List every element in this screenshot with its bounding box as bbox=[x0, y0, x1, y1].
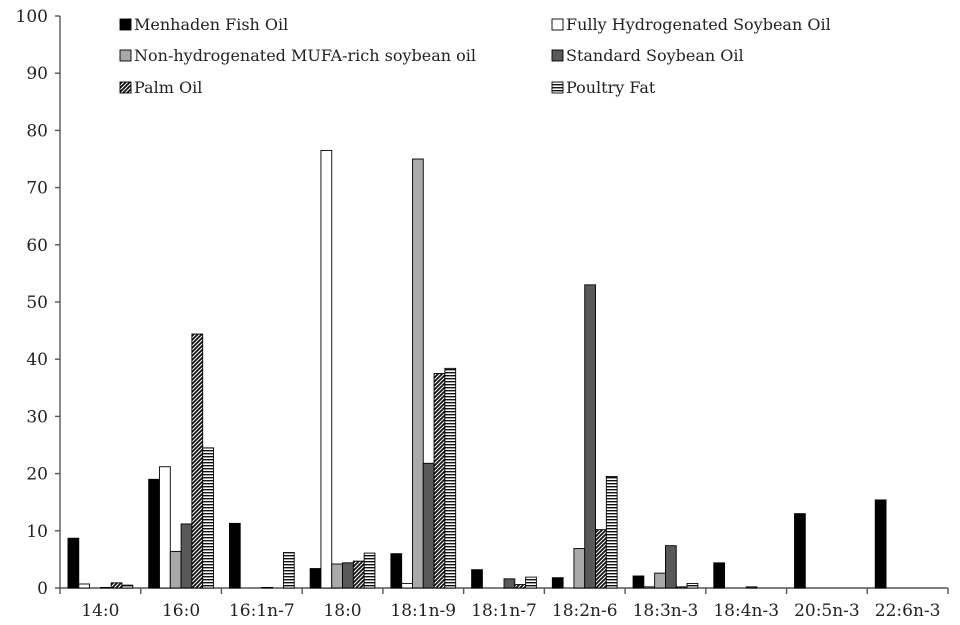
bar-poultry-fat-14-0 bbox=[121, 584, 134, 589]
legend-label-fully-hydrogenated-soybean-oil: Fully Hydrogenated Soybean Oil bbox=[566, 15, 831, 34]
bar-menhaden-fish-oil-18-1n-7 bbox=[471, 569, 483, 589]
x-tick-label: 16:0 bbox=[162, 601, 200, 621]
bar-poultry-fat-18-1n-9 bbox=[444, 367, 457, 589]
legend-swatch-menhaden-fish-oil bbox=[119, 18, 132, 31]
bar-menhaden-fish-oil-18-4n-3 bbox=[713, 562, 726, 589]
bar-non-hydrogenated-mufa-rich-soybean-oil-18-2n-6 bbox=[573, 548, 586, 589]
legend-label-non-hydrogenated-mufa-rich-soybean-oil: Non-hydrogenated MUFA-rich soybean oil bbox=[134, 46, 476, 65]
x-tick-label: 20:5n-3 bbox=[794, 601, 860, 621]
x-tick-label: 14:0 bbox=[81, 601, 119, 621]
bar-standard-soybean-oil-16-0 bbox=[180, 523, 193, 589]
y-tick-label: 50 bbox=[26, 293, 48, 313]
bar-menhaden-fish-oil-18-2n-6 bbox=[551, 577, 564, 589]
bar-standard-soybean-oil-14-0 bbox=[99, 586, 112, 589]
y-tick-label: 80 bbox=[26, 121, 48, 141]
y-tick-label: 100 bbox=[16, 7, 48, 27]
bar-palm-oil-14-0 bbox=[110, 582, 123, 589]
x-tick-label: 22:6n-3 bbox=[875, 601, 941, 621]
bar-standard-soybean-oil-18-3n-3 bbox=[665, 545, 677, 589]
bar-non-hydrogenated-mufa-rich-soybean-oil-18-3n-3 bbox=[654, 572, 666, 589]
y-tick-label: 90 bbox=[26, 64, 48, 84]
bar-palm-oil-18-3n-3 bbox=[675, 586, 688, 589]
bar-poultry-fat-18-1n-7 bbox=[525, 576, 537, 589]
bar-palm-oil-18-2n-6 bbox=[595, 529, 607, 589]
bar-poultry-fat-18-0 bbox=[363, 552, 376, 589]
bar-menhaden-fish-oil-18-1n-9 bbox=[390, 553, 403, 589]
bar-poultry-fat-16-0 bbox=[202, 447, 214, 589]
x-tick-label: 18:2n-6 bbox=[552, 601, 618, 621]
legend-label-menhaden-fish-oil: Menhaden Fish Oil bbox=[134, 15, 288, 34]
y-tick-label: 0 bbox=[37, 579, 48, 599]
bar-menhaden-fish-oil-16-1n-7 bbox=[228, 522, 241, 589]
bar-menhaden-fish-oil-16-0 bbox=[148, 478, 160, 589]
legend-label-poultry-fat: Poultry Fat bbox=[566, 78, 656, 97]
y-tick-label: 20 bbox=[26, 465, 48, 485]
legend: Menhaden Fish Oil Fully Hydrogenated Soyb… bbox=[119, 15, 831, 97]
bar-standard-soybean-oil-18-1n-7 bbox=[503, 578, 516, 589]
legend-label-standard-soybean-oil: Standard Soybean Oil bbox=[566, 46, 744, 65]
axes: 0 10 20 30 40 50 60 70 80 90 100 14:0 16:0 16:1n-7 18:… bbox=[16, 7, 949, 621]
y-tick-label: 60 bbox=[26, 236, 48, 256]
x-tick-label: 18:0 bbox=[323, 601, 361, 621]
y-tick-label: 10 bbox=[26, 522, 48, 542]
legend-swatch-standard-soybean-oil bbox=[551, 49, 564, 62]
bar-menhaden-fish-oil-18-0 bbox=[309, 568, 322, 589]
bar-palm-oil-18-1n-7 bbox=[514, 584, 527, 589]
bar-non-hydrogenated-mufa-rich-soybean-oil-18-1n-9 bbox=[412, 158, 424, 589]
bar-non-hydrogenated-mufa-rich-soybean-oil-18-0 bbox=[331, 563, 343, 589]
legend-label-palm-oil: Palm Oil bbox=[134, 78, 202, 97]
x-tick-label: 18:4n-3 bbox=[713, 601, 779, 621]
x-tick-label: 18:1n-9 bbox=[390, 601, 456, 621]
bar-menhaden-fish-oil-20-5n-3 bbox=[794, 513, 806, 589]
y-tick-label: 70 bbox=[26, 179, 48, 199]
bar-non-hydrogenated-mufa-rich-soybean-oil-16-0 bbox=[169, 550, 182, 589]
bar-poultry-fat-16-1n-7 bbox=[282, 552, 295, 589]
bar-fully-hydrogenated-soybean-oil-16-0 bbox=[159, 466, 171, 589]
bar-palm-oil-18-0 bbox=[352, 560, 365, 589]
legend-swatch-palm-oil bbox=[119, 81, 132, 94]
bar-standard-soybean-oil-18-1n-9 bbox=[422, 462, 435, 589]
legend-swatch-non-hydrogenated-mufa-rich-soybean-oil bbox=[119, 49, 132, 62]
bar-fully-hydrogenated-soybean-oil-18-1n-9 bbox=[401, 582, 413, 589]
bar-fully-hydrogenated-soybean-oil-18-0 bbox=[320, 149, 333, 589]
x-tick-label: 16:1n-7 bbox=[229, 601, 295, 621]
bar-standard-soybean-oil-16-1n-7 bbox=[261, 586, 274, 589]
y-tick-label: 30 bbox=[26, 407, 48, 427]
x-tick-label: 18:3n-3 bbox=[633, 601, 699, 621]
bar-standard-soybean-oil-18-0 bbox=[342, 562, 354, 589]
bar-poultry-fat-18-2n-6 bbox=[605, 476, 618, 589]
bars bbox=[67, 149, 887, 589]
bar-palm-oil-16-0 bbox=[191, 333, 204, 589]
bar-menhaden-fish-oil-18-3n-3 bbox=[632, 575, 645, 589]
y-tick-label: 40 bbox=[26, 350, 48, 370]
bar-menhaden-fish-oil-14-0 bbox=[67, 537, 80, 589]
bar-fully-hydrogenated-soybean-oil-14-0 bbox=[78, 583, 91, 589]
legend-swatch-fully-hydrogenated-soybean-oil bbox=[551, 18, 564, 31]
legend-swatch-poultry-fat bbox=[551, 81, 564, 94]
bar-poultry-fat-18-3n-3 bbox=[686, 582, 699, 589]
bar-menhaden-fish-oil-22-6n-3 bbox=[874, 499, 887, 589]
bar-standard-soybean-oil-18-4n-3 bbox=[745, 586, 758, 589]
bar-fully-hydrogenated-soybean-oil-18-3n-3 bbox=[643, 586, 656, 589]
bar-palm-oil-18-1n-9 bbox=[433, 373, 446, 589]
bar-standard-soybean-oil-18-2n-6 bbox=[584, 284, 596, 589]
x-tick-label: 18:1n-7 bbox=[471, 601, 537, 621]
